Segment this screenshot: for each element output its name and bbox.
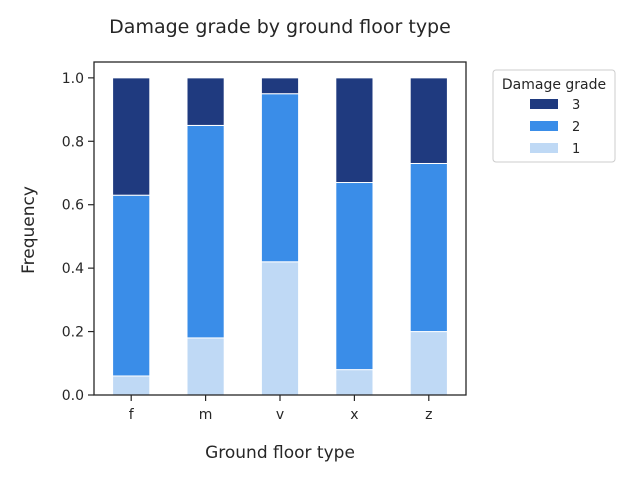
y-tick-label: 0.0 <box>62 388 84 404</box>
x-tick-label: f <box>129 407 135 423</box>
bar-x-grade-2 <box>335 182 374 371</box>
bars-group <box>112 77 448 396</box>
bar-x-grade-3 <box>335 77 374 184</box>
bar-z-grade-3 <box>409 77 448 164</box>
bar-z-grade-1 <box>409 331 448 396</box>
chart-title: Damage grade by ground floor type <box>109 16 451 38</box>
legend-swatch-3 <box>530 99 558 109</box>
legend-label-3: 3 <box>572 98 580 113</box>
y-tick-label: 0.6 <box>62 198 84 214</box>
bar-m-grade-2 <box>186 124 225 339</box>
bar-m-grade-1 <box>186 337 225 396</box>
bar-f-grade-3 <box>112 77 151 196</box>
plot-frame <box>93 61 467 396</box>
bar-x-grade-1 <box>335 369 374 396</box>
bar-v-grade-2 <box>260 93 300 263</box>
bar-v-grade-3 <box>260 77 300 95</box>
y-tick-label: 0.2 <box>62 325 84 341</box>
x-tick-label: m <box>199 407 213 423</box>
x-tick-label: v <box>276 407 284 423</box>
x-axis-label: Ground floor type <box>205 443 355 463</box>
bar-v-grade-1 <box>260 261 300 396</box>
legend-label-2: 2 <box>572 120 580 135</box>
legend-box <box>492 69 616 163</box>
y-tick-label: 1.0 <box>62 71 84 87</box>
legend-label-1: 1 <box>572 142 580 157</box>
bar-f-grade-2 <box>112 194 151 377</box>
y-tick-label: 0.8 <box>62 134 84 150</box>
y-axis-label: Frequency <box>19 186 39 274</box>
bar-z-grade-2 <box>409 162 448 333</box>
legend-swatch-2 <box>530 121 558 131</box>
bar-m-grade-3 <box>186 77 225 126</box>
x-tick-label: x <box>350 407 358 423</box>
bar-f-grade-1 <box>112 375 151 396</box>
legend-items: 3 2 1 <box>530 98 580 157</box>
y-axis: 0.0 0.2 0.4 0.6 0.8 1.0 <box>62 71 94 404</box>
legend: Damage grade 3 2 1 <box>492 69 616 163</box>
y-tick-label: 0.4 <box>62 261 84 277</box>
legend-swatch-1 <box>530 143 558 153</box>
legend-title: Damage grade <box>502 77 606 93</box>
x-tick-label: z <box>425 407 432 423</box>
